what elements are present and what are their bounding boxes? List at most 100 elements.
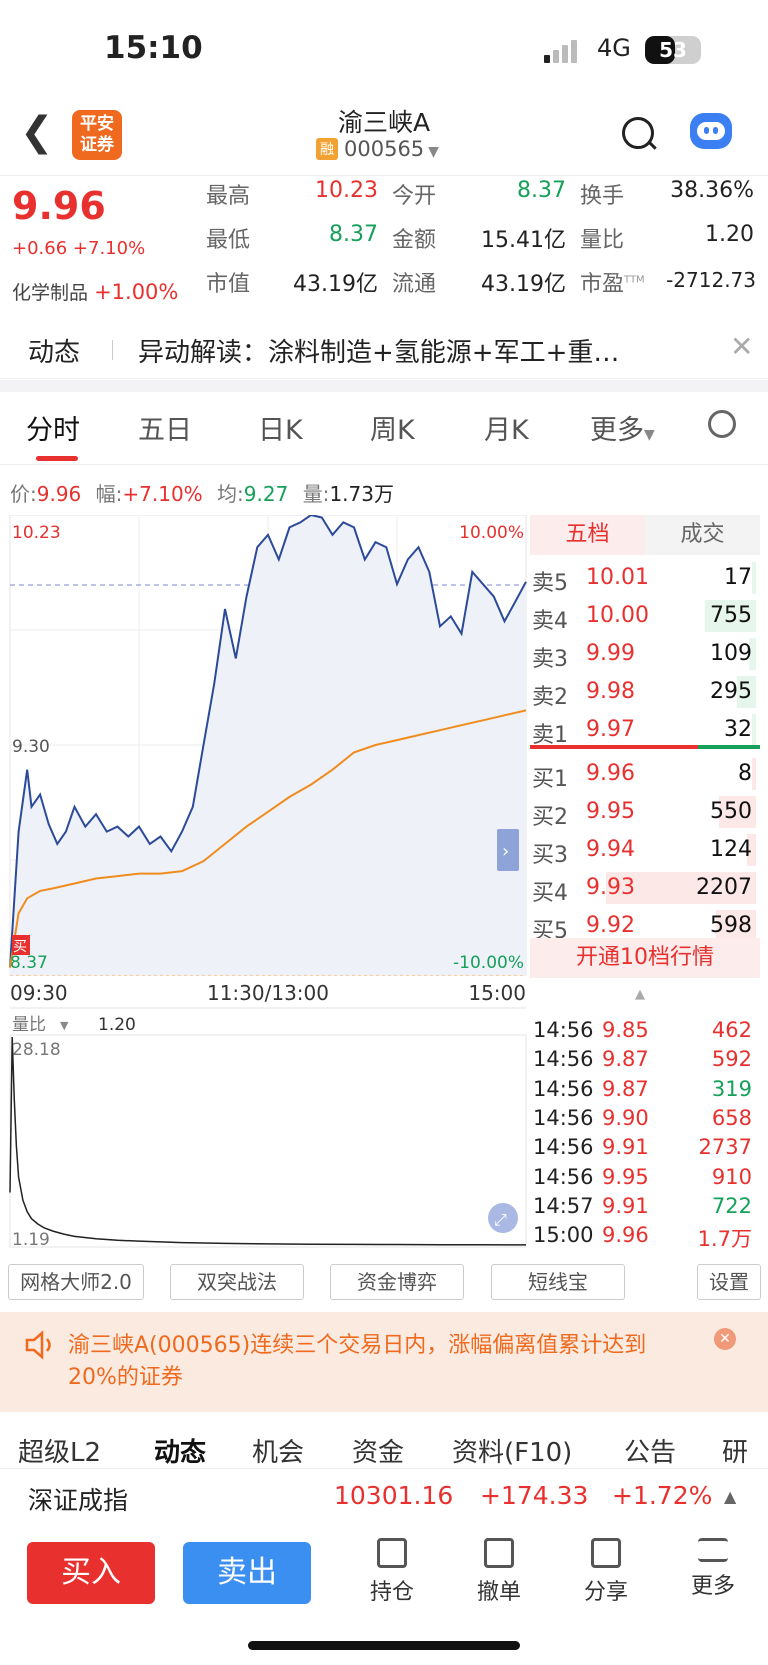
orderbook-price: 9.94 — [586, 837, 635, 862]
tick-time: 14:56 — [533, 1076, 594, 1101]
bid-row[interactable]: 买4 9.93 2207 — [530, 869, 760, 907]
bid-row[interactable]: 买1 9.96 8 — [530, 755, 760, 793]
time-label-close: 15:00 — [468, 981, 526, 1005]
ask-row[interactable]: 卖2 9.98 295 — [530, 673, 760, 711]
ask-row[interactable]: 卖5 10.01 17 — [530, 559, 760, 597]
caret-down-icon: ▼ — [428, 144, 439, 160]
tick-price: 9.91 — [602, 1135, 649, 1160]
quote-value-pe: -2712.73 — [666, 268, 756, 292]
tab-more-label: 更多 — [590, 415, 644, 446]
battery-icon: 53 — [645, 36, 701, 64]
volume-bar — [752, 562, 756, 594]
tab-weekly-k[interactable]: 周K — [370, 415, 415, 446]
index-ticker[interactable]: 深证成指 10301.16 +174.33 +1.72% ▲ — [0, 1468, 768, 1525]
ask-row[interactable]: 卖1 9.97 32 — [530, 711, 760, 749]
tab-f10[interactable]: 资料(F10) — [452, 1438, 573, 1468]
tab-five-level[interactable]: 五档 — [530, 515, 645, 555]
quote-value-low: 8.37 — [329, 222, 378, 247]
tab-super-l2[interactable]: 超级L2 — [18, 1438, 102, 1468]
buy-marker — [12, 935, 30, 955]
tab-opportunity[interactable]: 机会 — [252, 1438, 305, 1468]
tool-short-term[interactable]: 短线宝 — [491, 1264, 625, 1300]
axis-mid-label: 9.30 — [12, 737, 50, 757]
tab-five-day[interactable]: 五日 — [138, 415, 192, 446]
stock-code-selector[interactable]: 融 000565 ▼ — [316, 137, 439, 161]
menu-icon — [698, 1538, 728, 1562]
quote-label-low: 最低 — [206, 228, 251, 253]
search-icon[interactable] — [622, 117, 654, 149]
close-icon[interactable]: ✕ — [714, 1328, 736, 1350]
quote-value-amount: 15.41亿 — [481, 228, 566, 253]
broker-logo[interactable]: 平安 证券 — [72, 110, 122, 160]
time-label-midday: 11:30/13:00 — [207, 981, 329, 1005]
chevron-right-icon: › — [502, 841, 509, 862]
trade-tick-row: 15:00 9.96 1.7万 — [530, 1223, 760, 1252]
tick-vol: 2737 — [698, 1135, 752, 1160]
tab-research[interactable]: 研报 — [722, 1438, 749, 1468]
quote-value-float-cap: 43.19亿 — [481, 272, 566, 297]
tick-price: 9.91 — [602, 1193, 649, 1218]
more-label: 更多 — [690, 1574, 735, 1599]
industry-name: 化学制品 — [12, 282, 89, 304]
share-button[interactable]: 分享 — [566, 1538, 646, 1606]
tab-intraday[interactable]: 分时 — [26, 415, 80, 446]
tool-fund-game[interactable]: 资金博弈 — [330, 1264, 464, 1300]
tool-grid-master[interactable]: 网格大师2.0 — [8, 1264, 144, 1300]
bid-row[interactable]: 买2 9.95 550 — [530, 793, 760, 831]
index-pct: +1.72% — [612, 1481, 713, 1510]
more-button[interactable]: 更多 — [673, 1538, 753, 1600]
tick-price: 9.87 — [602, 1047, 649, 1072]
tab-daily-k[interactable]: 日K — [258, 415, 303, 446]
orderbook-price: 9.92 — [586, 913, 635, 938]
fullscreen-button[interactable] — [488, 1203, 518, 1233]
trade-tick-row: 14:56 9.90 658 — [530, 1106, 760, 1135]
tab-monthly-k[interactable]: 月K — [484, 415, 529, 446]
intraday-chart[interactable]: 10.23 9.30 8.37 10.00% -10.00% 买 › 09:30… — [0, 515, 530, 1255]
ask-row[interactable]: 卖3 9.99 109 — [530, 635, 760, 673]
volume-ratio-label[interactable]: 量比 — [12, 1015, 46, 1035]
close-icon[interactable]: ✕ — [730, 330, 754, 363]
quote-panel: 9.96 +0.66 +7.10% 化学制品 +1.00% 最高 10.23 今… — [0, 175, 768, 316]
quote-label-market-cap: 市值 — [206, 272, 251, 297]
stock-name: 渝三峡A — [337, 108, 431, 137]
orderbook-label: 买4 — [532, 881, 568, 906]
expand-panel-button[interactable] — [497, 829, 519, 871]
gear-icon[interactable] — [708, 410, 736, 438]
news-bar[interactable]: 动态 异动解读：涂料制造+氢能源+军工+重… ✕ — [0, 318, 768, 379]
triangle-up-icon: ▲ — [635, 987, 645, 1002]
orderbook-vol: 598 — [710, 913, 752, 938]
bid-row[interactable]: 买3 9.94 124 — [530, 831, 760, 869]
tab-more[interactable]: 更多▼ — [590, 408, 655, 447]
tab-funds[interactable]: 资金 — [352, 1438, 405, 1468]
axis-low-pct: -10.00% — [453, 953, 524, 973]
news-text[interactable]: 异动解读：涂料制造+氢能源+军工+重… — [138, 338, 620, 368]
upgrade-ten-level-button[interactable]: 开通10档行情 — [530, 938, 760, 978]
tab-announcements[interactable]: 公告 — [624, 1438, 677, 1468]
time-label-open: 09:30 — [10, 981, 68, 1005]
cancel-order-button[interactable]: 撤单 — [459, 1538, 539, 1606]
tab-dynamics[interactable]: 动态 — [154, 1438, 207, 1468]
trade-tick-row: 14:56 9.91 2737 — [530, 1135, 760, 1164]
volume-ratio-max: 28.18 — [12, 1040, 61, 1060]
quote-label-turnover: 换手 — [580, 184, 625, 209]
industry-link[interactable]: 化学制品 +1.00% — [12, 278, 178, 305]
assistant-robot-icon[interactable] — [690, 113, 732, 149]
tick-time: 14:56 — [533, 1105, 594, 1130]
tool-settings[interactable]: 设置 — [697, 1264, 761, 1300]
sell-button[interactable]: 卖出 — [183, 1542, 311, 1604]
caret-down-icon: ▼ — [60, 1019, 69, 1032]
quote-value-open: 8.37 — [517, 178, 566, 203]
axis-high-label: 10.23 — [12, 523, 61, 543]
trade-tick-row: 14:57 9.91 722 — [530, 1194, 760, 1223]
tab-trades[interactable]: 成交 — [645, 515, 760, 555]
active-tab-indicator — [36, 456, 78, 461]
buy-button[interactable]: 买入 — [27, 1542, 155, 1604]
volume-bar — [752, 758, 756, 790]
back-icon[interactable]: ❮ — [20, 109, 54, 155]
ask-row[interactable]: 卖4 10.00 755 — [530, 597, 760, 635]
change-amount: +0.66 — [12, 238, 68, 259]
tool-double-breakout[interactable]: 双突战法 — [170, 1264, 304, 1300]
bid-row[interactable]: 买5 9.92 598 — [530, 907, 760, 945]
axis-low-label: 8.37 — [10, 953, 48, 973]
positions-button[interactable]: 持仓 — [352, 1538, 432, 1606]
